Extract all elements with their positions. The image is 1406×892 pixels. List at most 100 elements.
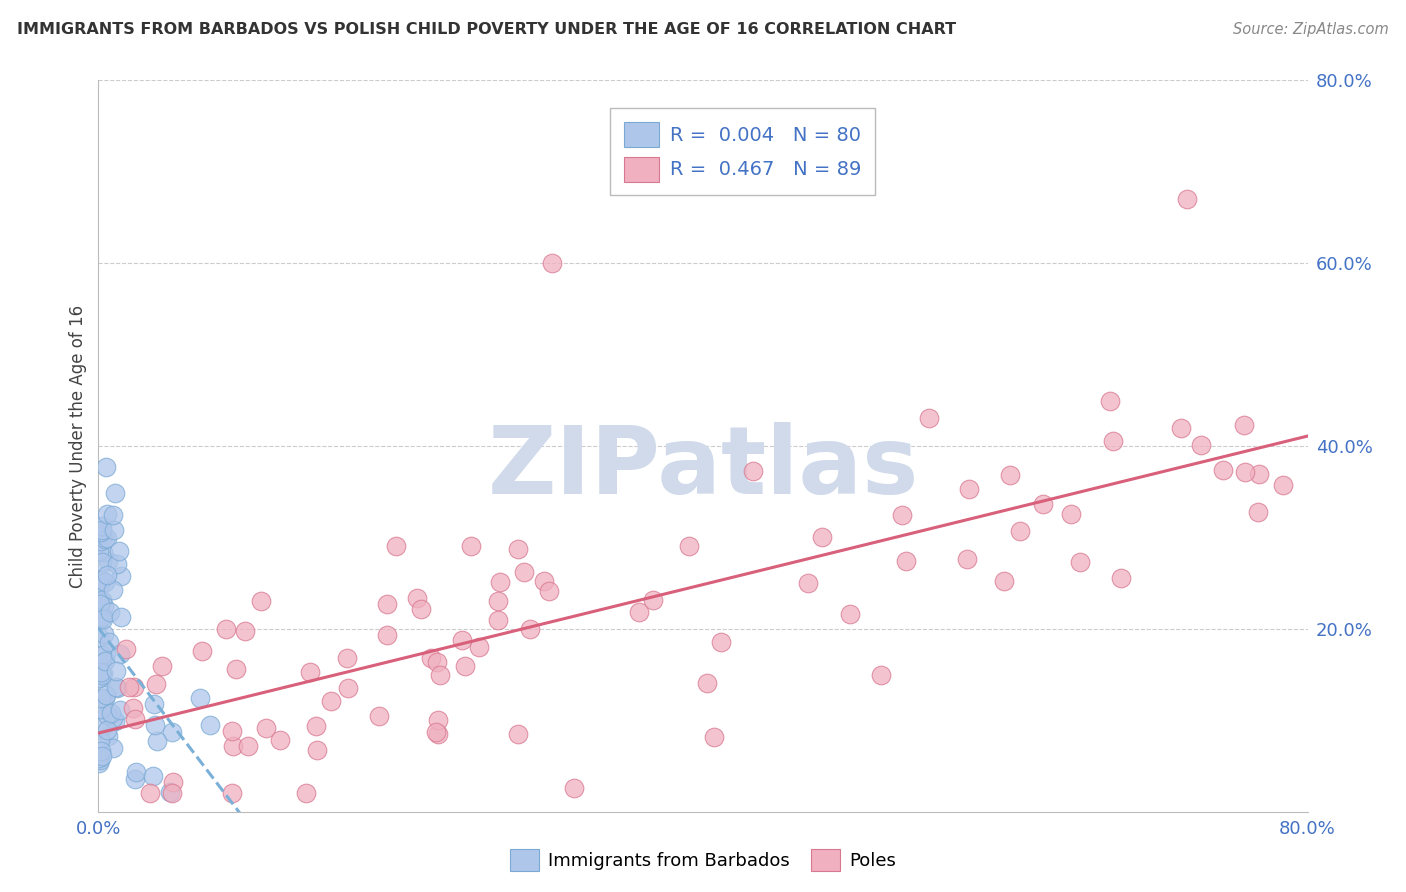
Point — [1233, 418, 1256, 433]
Point — [191, 644, 214, 658]
Point — [838, 607, 860, 621]
Point — [1098, 394, 1121, 409]
Point — [91, 574, 114, 588]
Point — [678, 539, 700, 553]
Point — [198, 718, 221, 732]
Point — [1249, 467, 1271, 482]
Point — [110, 647, 132, 661]
Point — [104, 714, 127, 729]
Point — [90, 701, 112, 715]
Point — [96, 531, 118, 545]
Point — [101, 508, 124, 522]
Point — [91, 656, 114, 670]
Point — [162, 775, 184, 789]
Point — [89, 593, 111, 607]
Point — [104, 486, 127, 500]
Point — [918, 411, 941, 425]
Point — [375, 597, 398, 611]
Point — [384, 539, 406, 553]
Point — [115, 642, 138, 657]
Point — [87, 756, 110, 771]
Point — [91, 648, 114, 662]
Point — [506, 727, 529, 741]
Point — [91, 608, 114, 623]
Point — [90, 534, 112, 549]
Point — [124, 772, 146, 786]
Point — [486, 594, 509, 608]
Point — [98, 605, 121, 619]
Point — [454, 659, 477, 673]
Point — [101, 711, 124, 725]
Point — [336, 650, 359, 665]
Point — [107, 543, 129, 558]
Point — [105, 680, 128, 694]
Point — [811, 530, 834, 544]
Point — [429, 668, 451, 682]
Point — [100, 706, 122, 721]
Point — [1212, 463, 1234, 477]
Point — [489, 574, 512, 589]
Point — [336, 681, 359, 696]
Point — [89, 577, 111, 591]
Point — [486, 613, 509, 627]
Point — [90, 690, 112, 705]
Point — [87, 543, 110, 558]
Point — [105, 664, 128, 678]
Point — [91, 667, 114, 681]
Point — [87, 631, 110, 645]
Text: ZIPatlas: ZIPatlas — [488, 422, 918, 514]
Point — [138, 787, 160, 801]
Point — [145, 718, 167, 732]
Point — [307, 743, 329, 757]
Y-axis label: Child Poverty Under the Age of 16: Child Poverty Under the Age of 16 — [69, 304, 87, 588]
Point — [468, 640, 491, 654]
Point — [89, 670, 111, 684]
Point — [90, 593, 112, 607]
Point — [533, 574, 555, 588]
Point — [142, 769, 165, 783]
Point — [160, 787, 183, 801]
Point — [305, 719, 328, 733]
Point — [96, 708, 118, 723]
Point — [145, 677, 167, 691]
Point — [94, 532, 117, 546]
Point — [540, 256, 562, 270]
Point — [1060, 507, 1083, 521]
Point — [215, 622, 238, 636]
Point — [425, 724, 447, 739]
Point — [519, 622, 541, 636]
Point — [562, 780, 585, 795]
Point — [426, 727, 449, 741]
Point — [152, 658, 174, 673]
Point — [105, 557, 128, 571]
Point — [90, 665, 112, 679]
Point — [89, 612, 111, 626]
Point — [124, 765, 146, 780]
Point — [1247, 505, 1270, 519]
Point — [91, 612, 114, 626]
Point — [641, 592, 664, 607]
Point — [249, 594, 271, 608]
Point — [1102, 434, 1125, 449]
Point — [91, 665, 114, 680]
Point — [96, 568, 118, 582]
Point — [98, 635, 121, 649]
Point — [869, 668, 891, 682]
Point — [957, 482, 980, 496]
Point — [741, 464, 763, 478]
Point — [427, 713, 450, 727]
Point — [420, 650, 443, 665]
Text: IMMIGRANTS FROM BARBADOS VS POLISH CHILD POVERTY UNDER THE AGE OF 16 CORRELATION: IMMIGRANTS FROM BARBADOS VS POLISH CHILD… — [17, 22, 956, 37]
Point — [460, 540, 482, 554]
Point — [96, 723, 118, 737]
Point — [90, 518, 112, 533]
Point — [1189, 438, 1212, 452]
Point — [110, 609, 132, 624]
Point — [93, 627, 115, 641]
Point — [93, 599, 115, 613]
Point — [188, 691, 211, 706]
Point — [956, 552, 979, 566]
Point — [146, 734, 169, 748]
Point — [101, 583, 124, 598]
Point — [1109, 571, 1132, 585]
